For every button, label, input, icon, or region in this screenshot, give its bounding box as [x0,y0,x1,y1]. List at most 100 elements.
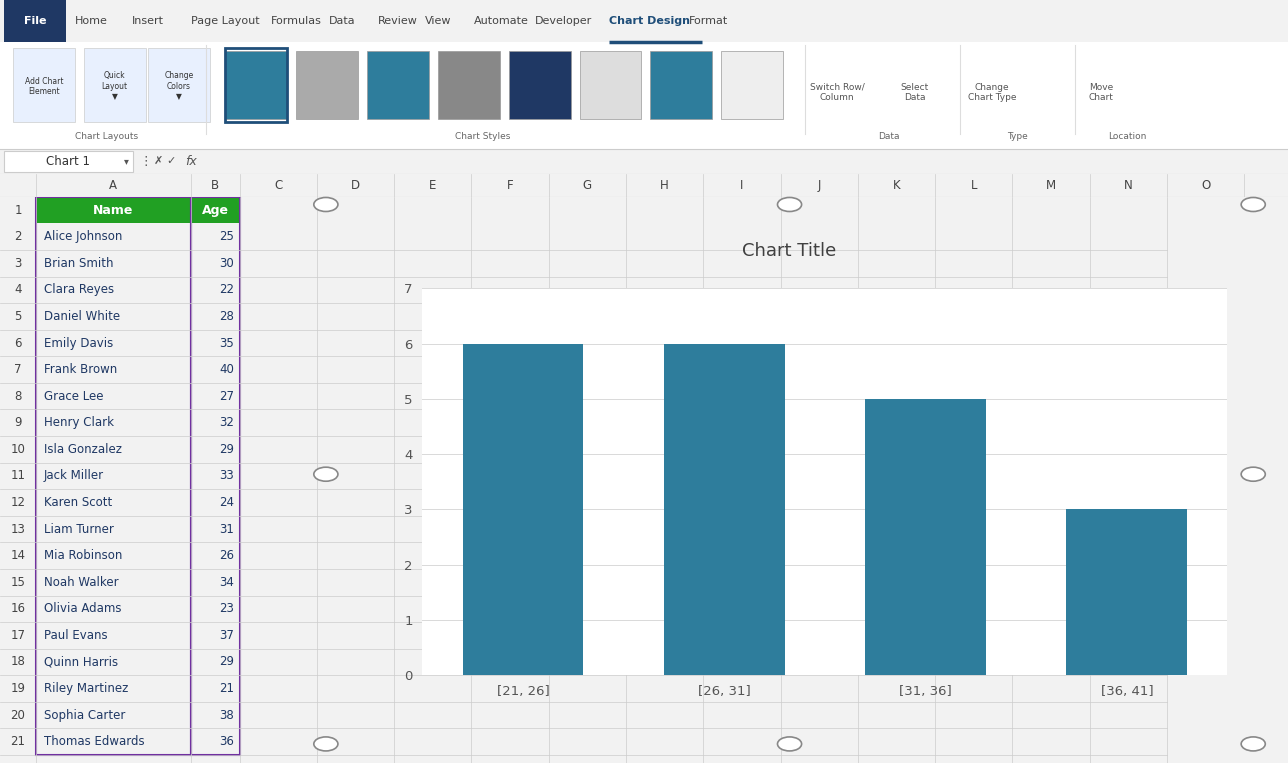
Text: 6: 6 [14,336,22,349]
Text: Chart Layouts: Chart Layouts [75,133,139,141]
Bar [191,197,240,224]
Text: 16: 16 [10,602,26,615]
Text: O: O [1200,179,1211,192]
Bar [4,151,133,172]
Text: Jack Miller: Jack Miller [44,469,104,482]
Text: Developer: Developer [535,16,591,26]
Text: 2: 2 [14,230,22,243]
Text: 9: 9 [14,417,22,430]
Text: 4: 4 [14,283,22,296]
Text: Automate: Automate [474,16,529,26]
Text: 32: 32 [219,417,234,430]
Text: Isla Gonzalez: Isla Gonzalez [44,443,122,456]
Text: 23: 23 [219,602,234,615]
Text: Age: Age [202,204,228,217]
Text: 18: 18 [10,655,26,668]
Text: Chart Title: Chart Title [742,242,837,260]
Text: View: View [425,16,452,26]
Text: Select
Data: Select Data [900,82,929,102]
Circle shape [314,737,337,751]
Bar [665,343,784,675]
Text: 25: 25 [219,230,234,243]
Text: B: B [211,179,219,192]
Bar [13,47,75,122]
Bar [148,47,210,122]
Bar [84,47,146,122]
Text: 29: 29 [219,443,234,456]
Bar [866,399,987,675]
Bar [650,50,712,119]
Bar [0,42,1288,149]
Text: Daniel White: Daniel White [44,310,120,323]
Text: Liam Turner: Liam Turner [44,523,113,536]
Text: 11: 11 [10,469,26,482]
Text: Riley Martinez: Riley Martinez [44,682,129,695]
Text: E: E [429,179,437,192]
Text: 28: 28 [219,310,234,323]
Text: ⋮: ⋮ [139,155,152,168]
Bar [225,47,287,122]
Text: Mia Robinson: Mia Robinson [44,549,122,562]
Text: Change
Colors
▼: Change Colors ▼ [165,72,193,101]
Text: 10: 10 [10,443,26,456]
Text: Paul Evans: Paul Evans [44,629,107,642]
Text: 14: 14 [10,549,26,562]
Text: 3: 3 [14,257,22,270]
Circle shape [1242,467,1265,481]
Text: Quinn Harris: Quinn Harris [44,655,118,668]
Circle shape [1242,198,1265,211]
Text: 31: 31 [219,523,234,536]
Text: G: G [582,179,592,192]
Text: 24: 24 [219,496,234,509]
Text: Thomas Edwards: Thomas Edwards [44,736,144,749]
Text: ▾: ▾ [124,156,129,166]
Text: Chart 1: Chart 1 [46,155,90,168]
Text: 33: 33 [220,469,234,482]
Text: Move
Chart: Move Chart [1088,82,1114,102]
Text: C: C [274,179,282,192]
Bar [1066,510,1188,675]
Text: Insert: Insert [131,16,164,26]
Text: 29: 29 [219,655,234,668]
Text: fx: fx [184,155,197,168]
Circle shape [778,198,801,211]
Bar [4,0,66,42]
Bar [367,50,429,119]
Text: Chart Design: Chart Design [609,16,690,26]
Text: 27: 27 [219,390,234,403]
Bar [36,197,191,224]
Circle shape [314,467,337,481]
Text: Format: Format [689,16,728,26]
Text: 19: 19 [10,682,26,695]
Text: 21: 21 [10,736,26,749]
Text: Location: Location [1108,133,1146,141]
Text: Henry Clark: Henry Clark [44,417,113,430]
Text: 7: 7 [14,363,22,376]
Text: Quick
Layout
▼: Quick Layout ▼ [102,72,128,101]
Text: 20: 20 [10,709,26,722]
Text: H: H [661,179,668,192]
Text: J: J [818,179,820,192]
Text: 40: 40 [219,363,234,376]
Text: Home: Home [75,16,108,26]
Bar [36,197,191,755]
Text: 8: 8 [14,390,22,403]
Text: 21: 21 [219,682,234,695]
Text: 17: 17 [10,629,26,642]
Text: Clara Reyes: Clara Reyes [44,283,113,296]
Text: Formulas: Formulas [270,16,321,26]
Text: ✗: ✗ [153,156,164,166]
Bar [721,50,783,119]
Text: I: I [741,179,743,192]
Text: 36: 36 [219,736,234,749]
Text: Sophia Carter: Sophia Carter [44,709,125,722]
Text: Switch Row/
Column: Switch Row/ Column [810,82,864,102]
Circle shape [778,737,801,751]
Text: 12: 12 [10,496,26,509]
Text: 35: 35 [220,336,234,349]
Text: 22: 22 [219,283,234,296]
Text: Review: Review [377,16,417,26]
Text: 13: 13 [10,523,26,536]
Text: F: F [506,179,514,192]
Circle shape [1242,737,1265,751]
